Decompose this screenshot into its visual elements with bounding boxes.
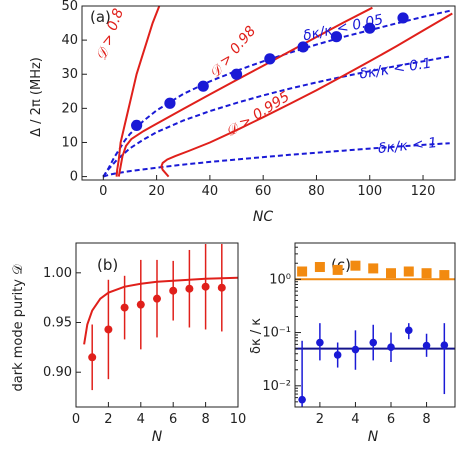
panel-a-marker-1 <box>164 97 176 109</box>
panel-b-point-8 <box>217 283 226 292</box>
panel-a-annotation-4: δκ/κ < 0.1 <box>358 55 432 82</box>
panel-b-xtick-label-4: 8 <box>201 412 209 427</box>
panel-a-xtick-label-4: 80 <box>308 184 325 199</box>
panel-b-fit-curve <box>83 276 238 345</box>
panel-a-red-curve-2 <box>160 12 453 178</box>
panel-c-blue-point-4 <box>369 338 378 347</box>
panel-a-marker-0 <box>131 119 143 132</box>
panel-c-orange-point-8 <box>439 270 450 281</box>
panel-a: (a) NC Δ / 2π (MHz) 0 20 40 60 80 100 120 0 10 20… <box>29 0 456 225</box>
panel-c-blue-point-2 <box>333 351 342 359</box>
panel-c-blue-point-6 <box>404 326 413 335</box>
panel-b-point-6 <box>185 284 194 293</box>
panel-a-annotation-3: δκ/κ < 0.05 <box>302 12 385 45</box>
panel-a-xtick-label-2: 40 <box>202 184 219 199</box>
panel-b-plot <box>83 243 238 391</box>
panel-b-label: (b) <box>97 256 118 274</box>
panel-a-xtick-label-1: 20 <box>148 184 165 199</box>
panel-b-frame <box>75 242 239 408</box>
panel-a-label: (a) <box>90 8 111 26</box>
panel-c-xtick-label-1: 4 <box>351 412 359 427</box>
panel-c-orange-point-2 <box>332 264 343 275</box>
panel-a-xtick-label-5: 100 <box>357 184 382 199</box>
panel-b-point-4 <box>153 294 161 303</box>
panel-a-ytick-label-4: 40 <box>61 33 78 48</box>
panel-a-marker-6 <box>330 31 343 43</box>
panel-c-xtick-label-0: 2 <box>316 412 324 427</box>
panel-b-xtick-label-1: 2 <box>104 412 112 427</box>
panel-c-orange-point-6 <box>403 266 414 277</box>
panel-a-ytick-label-1: 10 <box>61 135 78 150</box>
panel-c-blue-point-3 <box>351 345 360 354</box>
panel-c-orange-point-7 <box>421 268 432 279</box>
panel-a-xlabel: NC <box>253 209 273 225</box>
panel-a-red-curve-1 <box>117 6 373 177</box>
panel-c-blue-point-7 <box>422 341 431 350</box>
panel-a-marker-4 <box>264 53 276 65</box>
panel-a-annotation-5: δκ/κ < 1 <box>377 135 438 157</box>
panel-c-ytick-label-0: 10⁰ <box>269 272 291 287</box>
panel-b-xtick-label-0: 0 <box>72 412 80 427</box>
panel-c-orange-point-3 <box>350 260 361 271</box>
panel-b: (b) N dark mode purity 𝒟 0 2 4 6 8 10 0.90 0.95… <box>11 242 247 445</box>
panel-b-point-7 <box>201 282 210 291</box>
panel-b-xtick-label-5: 10 <box>230 412 247 427</box>
panel-a-blue-curve-2 <box>102 142 450 178</box>
panel-c-ytick-label-2: 10⁻² <box>262 379 291 394</box>
panel-a-marker-8 <box>397 12 409 24</box>
panel-c-frame <box>294 242 456 408</box>
panel-c-orange-point-0 <box>297 266 308 277</box>
panel-a-xtick-label-3: 60 <box>255 184 272 199</box>
panel-a-ytick-label-5: 50 <box>61 0 78 14</box>
panel-b-xlabel: N <box>152 429 163 445</box>
panel-b-xtick-label-3: 6 <box>169 412 177 427</box>
panel-a-marker-5 <box>297 41 309 53</box>
panel-b-point-0 <box>88 353 97 362</box>
panel-a-marker-3 <box>230 68 243 80</box>
panel-b-ytick-label-0: 0.90 <box>43 365 72 380</box>
panel-c-blue-point-1 <box>316 338 324 347</box>
panel-c-blue-point-8 <box>440 341 449 349</box>
panel-c-orange-point-5 <box>386 268 396 279</box>
panel-a-red-curve-0 <box>115 6 161 177</box>
panel-b-xtick-label-2: 4 <box>137 412 145 427</box>
panel-c-xtick-label-3: 8 <box>422 412 430 427</box>
panel-c-orange-point-4 <box>368 263 379 274</box>
panel-b-point-1 <box>104 325 113 334</box>
panel-c-orange-point-1 <box>314 262 325 273</box>
panel-b-point-3 <box>136 300 145 309</box>
panel-a-frame <box>81 5 456 181</box>
panel-b-point-2 <box>120 303 129 312</box>
panel-a-ylabel: Δ / 2π (MHz) <box>29 57 44 137</box>
panel-b-ylabel: dark mode purity 𝒟 <box>11 264 26 392</box>
panel-b-ytick-label-1: 0.95 <box>43 316 72 331</box>
panel-c-blue-point-0 <box>298 395 306 404</box>
panel-c-ytick-label-1: 10⁻¹ <box>262 326 291 341</box>
panel-a-ytick-label-3: 30 <box>61 67 78 82</box>
panel-c-plot <box>295 260 455 407</box>
panel-b-ytick-label-2: 1.00 <box>43 266 72 281</box>
panel-c-xlabel: N <box>368 429 379 445</box>
panel-a-xtick-label-6: 120 <box>411 184 436 199</box>
panel-b-point-5 <box>169 286 178 295</box>
panel-a-plot <box>102 6 453 178</box>
panel-c-xtick-label-2: 6 <box>387 412 395 427</box>
panel-a-blue-curve-1 <box>102 55 450 178</box>
panel-a-ytick-label-2: 20 <box>61 101 78 116</box>
panel-c-blue-point-5 <box>387 343 395 352</box>
panel-a-marker-7 <box>364 22 376 34</box>
panel-c-ylabel: δκ / κ <box>249 318 264 354</box>
panel-a-marker-2 <box>197 80 209 92</box>
panel-a-xtick-label-0: 0 <box>99 184 107 199</box>
panel-a-ytick-label-0: 0 <box>70 170 78 185</box>
